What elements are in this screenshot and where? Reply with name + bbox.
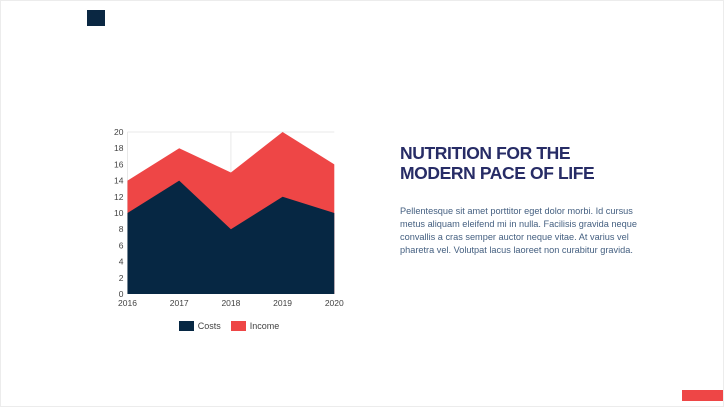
legend-item-costs: Costs: [178, 321, 221, 331]
y-axis-tick-label: 0: [119, 289, 124, 299]
costs-area: [127, 180, 335, 294]
legend-swatch-costs: [178, 321, 194, 331]
y-axis-tick-label: 20: [114, 127, 124, 137]
area-chart: 0 2 4 6 8 10 12 14 16 18 20 2016 2017 2018 2019 2020 Co…: [108, 125, 350, 331]
body-text-line: metus aliquam eleifend mi in nulla. Faci…: [400, 218, 637, 229]
x-axis-tick-label: 2020: [325, 298, 344, 308]
x-axis-tick-label: 2016: [118, 298, 137, 308]
y-axis-tick-label: 2: [119, 273, 124, 283]
slide-body-text: Pellentesque sit amet porttitor eget dol…: [400, 205, 652, 257]
slide-title: NUTRITION FOR THE MODERN PACE OF LIFE: [400, 143, 652, 183]
y-axis-tick-label: 14: [114, 176, 124, 186]
legend-label-income: Income: [249, 321, 280, 331]
corner-bar-decoration: [682, 390, 723, 401]
corner-square-decoration: [87, 10, 105, 26]
chart-legend: Costs Income: [108, 321, 350, 331]
body-text-line: convallis a cras semper auctor neque vit…: [400, 231, 629, 242]
y-axis-tick-label: 4: [119, 257, 124, 267]
slide-title-line1: NUTRITION FOR THE: [400, 143, 571, 163]
slide-title-line2: MODERN PACE OF LIFE: [400, 162, 595, 183]
legend-item-income: Income: [230, 321, 280, 331]
x-axis-tick-label: 2017: [170, 298, 189, 308]
body-text-line: Pellentesque sit amet porttitor eget dol…: [400, 206, 633, 216]
y-axis-tick-label: 8: [119, 224, 124, 234]
body-text-line: pharetra vel. Volutpat lacus laoreet non…: [400, 244, 633, 255]
y-axis-tick-label: 18: [114, 143, 124, 153]
legend-swatch-income: [230, 321, 246, 331]
x-axis-tick-label: 2018: [221, 298, 240, 308]
x-axis-tick-label: 2019: [273, 298, 292, 308]
legend-label-costs: Costs: [197, 321, 221, 331]
y-axis-tick-label: 12: [114, 192, 124, 202]
y-axis-tick-label: 10: [114, 208, 124, 218]
y-axis-tick-label: 16: [114, 159, 124, 169]
y-axis-tick-label: 6: [119, 240, 124, 250]
area-chart-canvas: 0 2 4 6 8 10 12 14 16 18 20 2016 2017 2018 2019 2020: [114, 127, 344, 308]
